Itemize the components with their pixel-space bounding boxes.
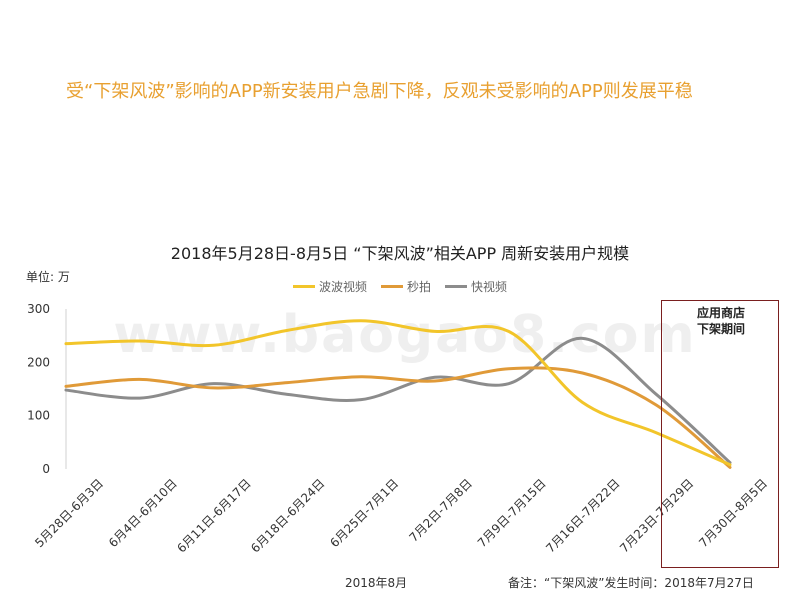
legend: 波波视频 秒拍 快视频 — [293, 278, 507, 295]
legend-swatch-0 — [293, 285, 315, 288]
y-tick-label-2: 200 — [27, 355, 50, 369]
x-tick-label-3: 6月18日-6月24日 — [248, 476, 327, 555]
series-line-0 — [64, 319, 732, 467]
x-tick-label-4: 6月25日-7月1日 — [327, 476, 401, 550]
x-tick-label-1: 6月4日-6月10日 — [106, 476, 180, 550]
y-tick-label-3: 300 — [27, 302, 50, 316]
x-tick-label-5: 7月2日-7月8日 — [407, 476, 476, 545]
legend-item-0: 波波视频 — [293, 278, 367, 295]
headline: 受“下架风波”影响的APP新安装用户急剧下降，反观未受影响的APP则发展平稳 — [66, 81, 693, 102]
legend-swatch-2 — [445, 285, 468, 288]
legend-label-1: 秒拍 — [407, 280, 432, 294]
legend-item-2: 快视频 — [445, 278, 507, 295]
series-line-1 — [64, 366, 732, 469]
legend-label-0: 波波视频 — [319, 280, 368, 294]
footnote-note: 备注：“下架风波”发生时间：2018年7月27日 — [508, 576, 754, 590]
takedown-period-label: 应用商店 下架期间 — [662, 305, 780, 337]
legend-swatch-1 — [381, 285, 404, 288]
legend-item-1: 秒拍 — [381, 278, 431, 295]
y-unit-label: 单位: 万 — [26, 270, 70, 284]
chart-title: 2018年5月28日-8月5日 “下架风波”相关APP 周新安装用户规模 — [170, 244, 630, 263]
takedown-label-line2: 下架期间 — [696, 322, 745, 336]
series-line-2 — [64, 336, 732, 465]
takedown-label-line1: 应用商店 — [696, 306, 745, 320]
y-tick-label-0: 0 — [42, 462, 50, 476]
footnote-date: 2018年8月 — [345, 576, 408, 590]
x-tick-label-0: 5月28日-6月3日 — [32, 476, 106, 550]
x-tick-label-2: 6月11日-6月17日 — [174, 476, 253, 555]
legend-label-2: 快视频 — [471, 280, 508, 294]
y-tick-label-1: 100 — [27, 409, 50, 423]
x-tick-label-6: 7月9日-7月15日 — [475, 476, 549, 550]
takedown-period-box: 应用商店 下架期间 — [661, 300, 779, 568]
x-tick-label-7: 7月16日-7月22日 — [543, 476, 622, 555]
